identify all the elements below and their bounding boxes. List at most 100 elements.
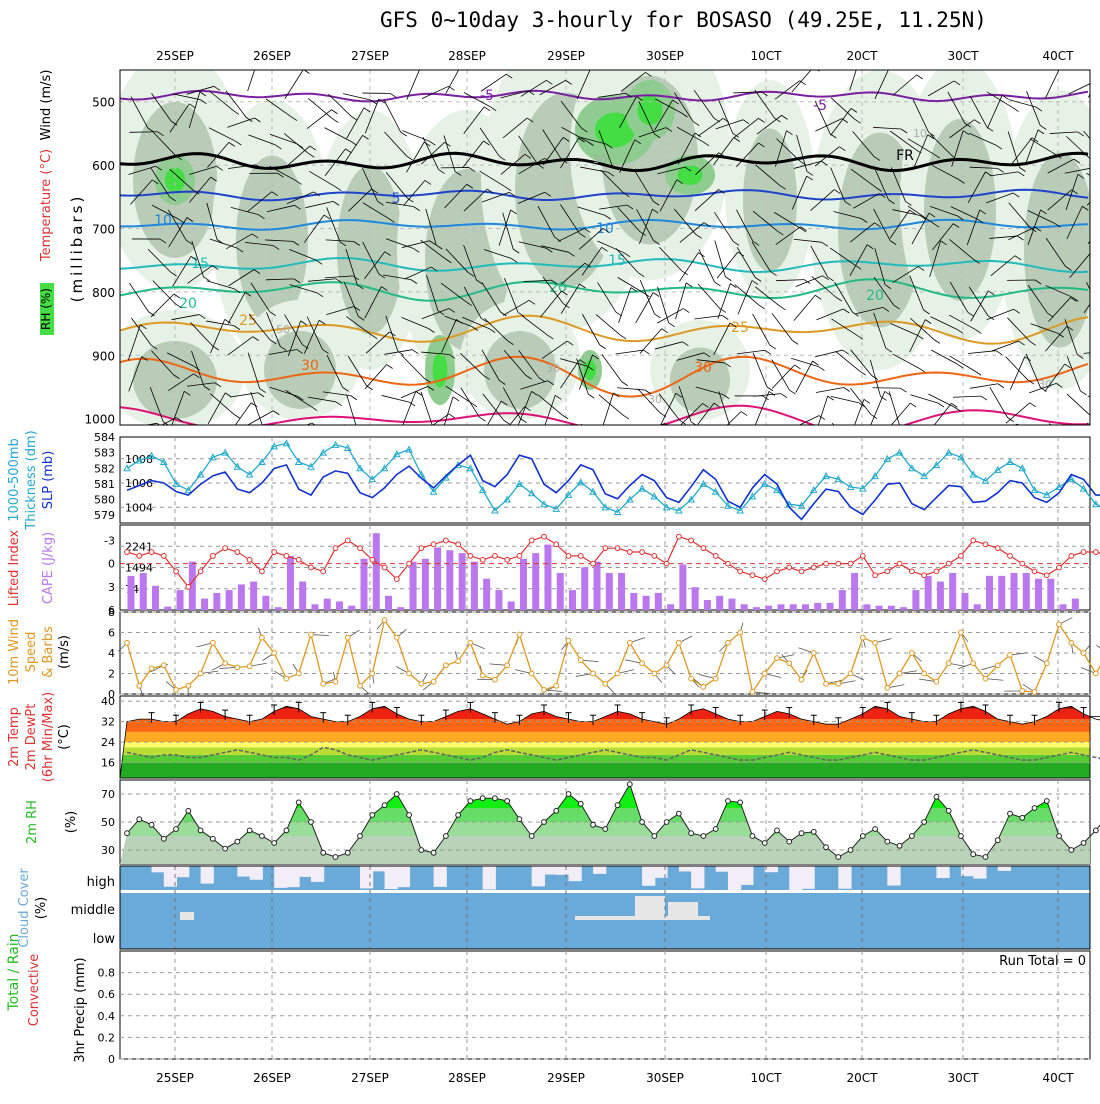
cloud-clear-high xyxy=(434,866,447,887)
wind-speed-line-point xyxy=(1093,671,1098,676)
thickness-tick: 581 xyxy=(94,478,115,491)
rh-line-point xyxy=(1081,841,1086,846)
rh-line-point xyxy=(640,820,645,825)
lifted-index-line-point xyxy=(247,557,252,562)
lifted-index-line-point xyxy=(836,561,841,566)
cloud-divider xyxy=(120,890,1090,893)
rh-line-point xyxy=(284,828,289,833)
wind-speed-line-point xyxy=(370,671,375,676)
precip-tick: 0.6 xyxy=(98,988,116,1001)
cape-bar xyxy=(1023,573,1030,610)
cape-bar xyxy=(655,593,662,610)
lifted-index-line-point xyxy=(321,569,326,574)
lifted-index-line-point xyxy=(701,546,706,551)
thickness-tick: 584 xyxy=(94,431,115,444)
cloud-clear-high xyxy=(250,866,263,880)
date-label-top: 25SEP xyxy=(156,49,194,63)
wind-speed-line-point xyxy=(738,630,743,635)
wind-speed-line-point xyxy=(836,681,841,686)
rh-line-point xyxy=(652,834,657,839)
wind-barb-flag xyxy=(433,427,439,431)
cloud-clear-high xyxy=(998,866,1011,871)
lifted-index-line-point xyxy=(174,569,179,574)
lifted-index-line-point xyxy=(1020,561,1025,566)
date-label-bottom: 20CT xyxy=(847,1071,879,1085)
rh-line-point xyxy=(125,831,130,836)
cape-bar xyxy=(299,582,306,610)
thickness-tick: 582 xyxy=(94,462,115,475)
lifted-index-line-point xyxy=(787,565,792,570)
rh-line-point xyxy=(174,827,179,832)
lifted-index-line-point xyxy=(640,550,645,555)
cloud-clear-high xyxy=(679,866,692,871)
li-axis-label: Lifted Index xyxy=(7,529,22,606)
precip-axis-label: Total / Rain xyxy=(6,933,22,1011)
cape-bar xyxy=(876,606,883,610)
rh-line-point xyxy=(848,848,853,853)
wind-tick: 8 xyxy=(108,606,115,619)
lifted-index-line-point xyxy=(493,554,498,559)
rh-line-point xyxy=(762,841,767,846)
cloud-clear-high xyxy=(397,866,410,887)
rh-line-point xyxy=(309,820,314,825)
rh-line-point xyxy=(382,803,387,808)
wind-speed-line-point xyxy=(493,677,498,682)
lifted-index-line-point xyxy=(713,554,718,559)
li-tick: -3 xyxy=(104,534,115,547)
temp-axis-label: 2m DewPt xyxy=(24,704,39,771)
wind-speed-line-point xyxy=(762,671,767,676)
rh-line-point xyxy=(529,834,534,839)
wind-speed-line-point xyxy=(578,658,583,663)
rh-line-point xyxy=(419,848,424,853)
rh-line-point xyxy=(799,831,804,836)
lifted-index-line-point xyxy=(296,557,301,562)
lifted-index-line-point xyxy=(1008,554,1013,559)
rh-line-point xyxy=(750,834,755,839)
wind-speed-line-point xyxy=(468,640,473,645)
rh-line-point xyxy=(946,808,951,813)
cape-bar xyxy=(716,596,723,610)
contour-label: 10 xyxy=(154,213,172,229)
precip-tick: 0.8 xyxy=(98,967,116,980)
cape-axis-label: CAPE (J/kg) xyxy=(41,532,56,604)
lifted-index-line-point xyxy=(468,554,473,559)
wind-speed-line-point xyxy=(959,630,964,635)
wind-barb-flag xyxy=(890,66,896,70)
date-label-bottom: 30SEP xyxy=(646,1071,684,1085)
lifted-index-line-point xyxy=(431,542,436,547)
date-label-top: 40CT xyxy=(1043,49,1075,63)
wind-speed-line-point xyxy=(198,671,203,676)
temp-band xyxy=(120,742,1090,747)
cape-bar xyxy=(544,545,551,610)
rh-line-point xyxy=(873,827,878,832)
cape-bar xyxy=(777,604,784,610)
wind-speed-line-point xyxy=(480,673,485,678)
wind-speed-line-point xyxy=(1069,640,1074,645)
cloud-clear-high xyxy=(569,866,582,881)
lifted-index-line-point xyxy=(309,565,314,570)
wind-barb-flag xyxy=(900,427,906,431)
thickness-tick: 580 xyxy=(94,494,115,507)
cloud-clear-high xyxy=(286,866,299,887)
wind-barb-flag xyxy=(488,427,494,431)
cape-bar xyxy=(213,593,220,610)
wind-speed-line-point xyxy=(505,663,510,668)
wind-speed-line-point xyxy=(186,683,191,688)
cloud-clear-middle xyxy=(668,902,698,918)
wind-speed-line-point xyxy=(713,676,718,681)
lifted-index-line-point xyxy=(775,569,780,574)
rh-line-point xyxy=(578,801,583,806)
wind-speed-line-point xyxy=(811,651,816,656)
wind-speed-line-point xyxy=(591,671,596,676)
rh-line-point xyxy=(186,808,191,813)
date-label-bottom: 29SEP xyxy=(547,1071,585,1085)
wind-speed-line-point xyxy=(566,638,571,643)
wind-speed-line-point xyxy=(456,659,461,664)
rh-tick: 30 xyxy=(101,844,115,857)
thickness-axis-label: 1000-500mb xyxy=(7,438,22,522)
wind-axis-label: 10m Wind xyxy=(7,619,22,685)
contour-label: 10 xyxy=(913,127,927,140)
